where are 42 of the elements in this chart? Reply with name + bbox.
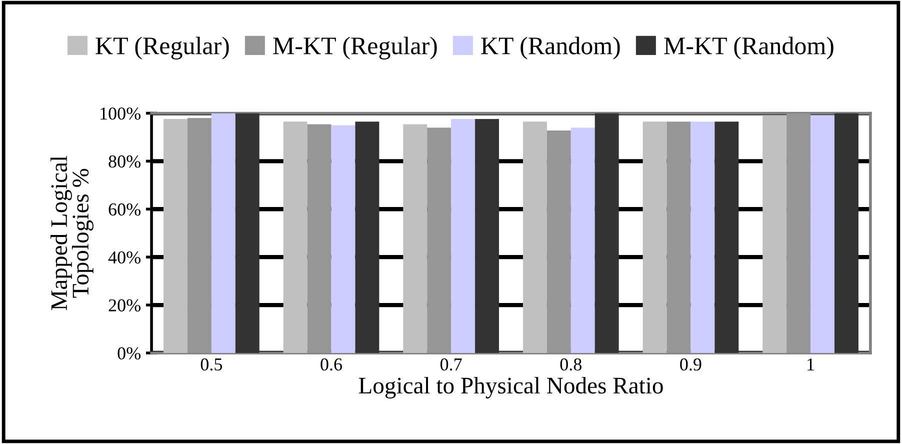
bar [810, 115, 834, 353]
bar [786, 113, 811, 353]
bar [355, 122, 380, 353]
y-axis-title: Mapped Logical Topologies % [50, 156, 94, 310]
x-tick-label: 0.5 [200, 358, 222, 371]
y-tick-label: 20% [108, 299, 141, 312]
bar [283, 122, 308, 353]
x-tick-label: 0.6 [320, 358, 342, 371]
bar [690, 122, 715, 353]
bar [211, 113, 236, 353]
bar [642, 122, 667, 353]
y-tick-label: 80% [108, 155, 141, 168]
bar [427, 128, 452, 353]
bar [546, 130, 571, 353]
bar [714, 122, 739, 353]
bar [331, 125, 356, 353]
bar [451, 118, 476, 353]
x-tick-label: 0.9 [680, 358, 702, 371]
legend-label: KT (Regular) [96, 36, 229, 60]
legend-label: M-KT (Random) [664, 36, 834, 60]
bar [666, 122, 691, 353]
legend-label: KT (Random) [481, 36, 620, 60]
bar [594, 113, 619, 353]
x-axis-title: Logical to Physical Nodes Ratio [358, 376, 663, 398]
y-tick-label: 100% [100, 107, 141, 120]
bar [235, 113, 260, 353]
bar [164, 118, 188, 353]
x-tick-label: 1 [808, 358, 814, 370]
bar [570, 128, 595, 353]
bar [762, 115, 787, 353]
y-tick-label: 0% [118, 347, 141, 360]
legend-label: M-KT (Regular) [273, 36, 437, 60]
x-tick-label: 0.7 [440, 358, 462, 371]
bar [187, 118, 212, 353]
y-tick-label: 40% [108, 251, 141, 264]
x-tick-label: 0.8 [560, 358, 582, 371]
bar [403, 124, 428, 353]
bar [522, 122, 547, 353]
y-tick-label: 60% [108, 203, 141, 216]
bar [475, 118, 499, 353]
bar [834, 113, 858, 353]
bar [307, 124, 332, 353]
